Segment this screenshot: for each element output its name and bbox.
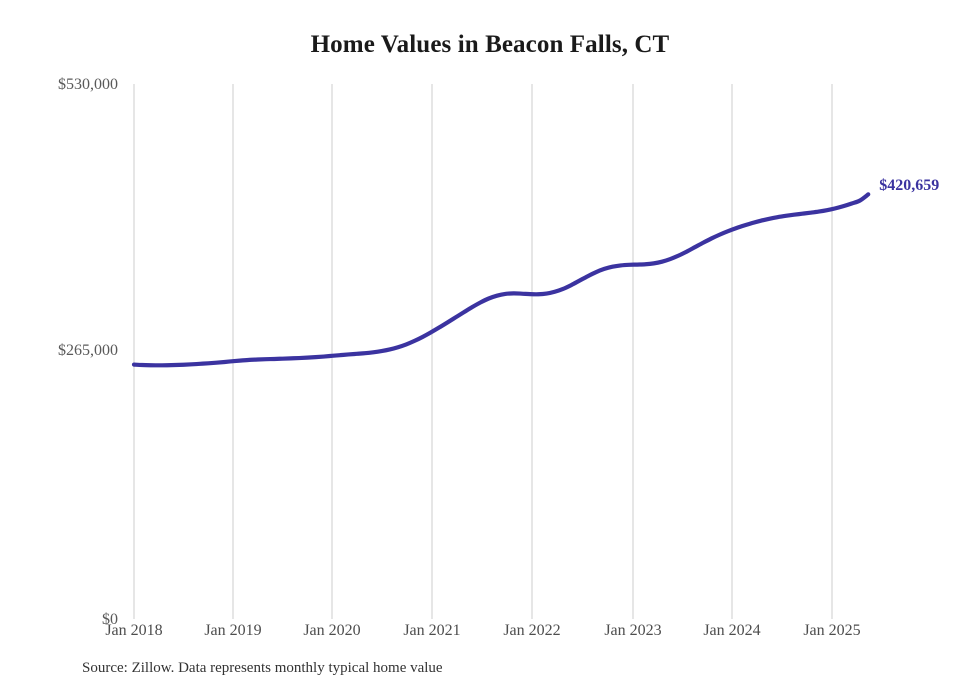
series-line-typical-home-value xyxy=(131,192,871,368)
x-axis-tick-jan-2019: Jan 2019 xyxy=(204,622,262,639)
x-axis-tick-jan-2021: Jan 2021 xyxy=(403,622,461,639)
y-axis-tick-bottom: $0 xyxy=(102,611,118,628)
x-axis-tick-jan-2024: Jan 2024 xyxy=(703,622,761,639)
end-value-annotation: $420,659 xyxy=(879,177,940,195)
x-axis-tick-jan-2025: Jan 2025 xyxy=(803,622,861,639)
y-axis-tick-mid: $265,000 xyxy=(58,342,118,359)
x-axis-tick-jan-2018: Jan 2018 xyxy=(105,622,163,639)
chart-title: Home Values in Beacon Falls, CT xyxy=(310,31,670,58)
x-axis-tick-jan-2020: Jan 2020 xyxy=(303,622,361,639)
x-axis-tick-jan-2022: Jan 2022 xyxy=(503,622,561,639)
gridlines xyxy=(133,84,833,619)
x-axis-tick-jan-2023: Jan 2023 xyxy=(604,622,662,639)
y-axis-tick-top: $530,000 xyxy=(58,76,118,93)
source-note: Source: Zillow. Data represents monthly … xyxy=(82,660,443,676)
